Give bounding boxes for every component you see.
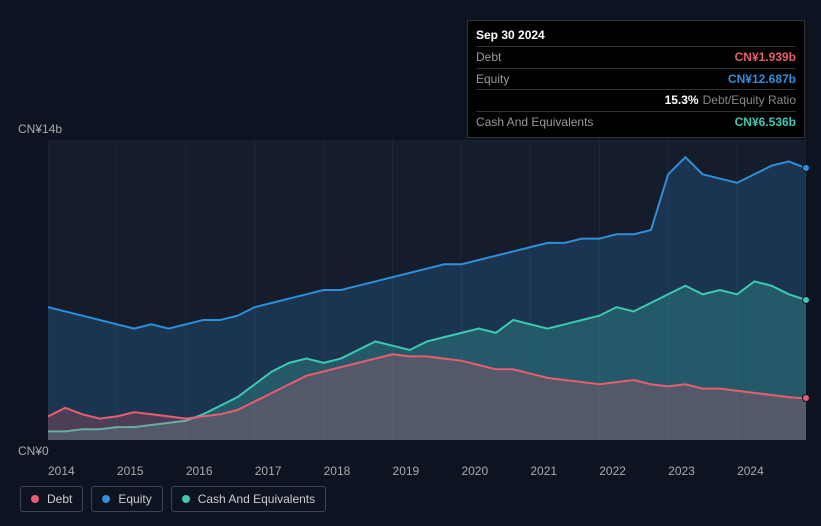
legend-item-equity[interactable]: Equity — [91, 486, 162, 512]
legend-dot-icon — [102, 495, 110, 503]
tooltip-label: Equity — [476, 71, 509, 88]
x-axis-tick: 2016 — [186, 464, 255, 478]
chart-legend: Debt Equity Cash And Equivalents — [20, 486, 326, 512]
chart-plot[interactable] — [48, 140, 806, 440]
legend-label: Cash And Equivalents — [198, 492, 315, 506]
x-axis-tick: 2018 — [324, 464, 393, 478]
x-axis-tick: 2022 — [599, 464, 668, 478]
chart-area: CN¥14b CN¥0 2014201520162017201820192020… — [18, 122, 808, 478]
tooltip-row: 15.3%Debt/Equity Ratio — [476, 90, 796, 112]
legend-item-cash-and-equivalents[interactable]: Cash And Equivalents — [171, 486, 326, 512]
legend-dot-icon — [182, 495, 190, 503]
tooltip-label: Debt — [476, 49, 501, 66]
x-axis-tick: 2014 — [48, 464, 117, 478]
series-end-marker — [802, 164, 810, 172]
y-axis-top-label: CN¥14b — [18, 122, 808, 136]
tooltip-value: CN¥1.939b — [735, 49, 796, 66]
x-axis-tick: 2017 — [255, 464, 324, 478]
x-axis-tick: 2019 — [393, 464, 462, 478]
x-axis-tick: 2015 — [117, 464, 186, 478]
x-axis-tick: 2021 — [530, 464, 599, 478]
legend-label: Equity — [118, 492, 151, 506]
tooltip-row: Equity CN¥12.687b — [476, 69, 796, 91]
x-axis-tick: 2020 — [461, 464, 530, 478]
series-end-marker — [802, 394, 810, 402]
tooltip-value: 15.3%Debt/Equity Ratio — [665, 92, 796, 109]
legend-label: Debt — [47, 492, 72, 506]
y-axis-bottom-label: CN¥0 — [18, 444, 808, 458]
tooltip-date: Sep 30 2024 — [476, 25, 796, 47]
x-axis-tick: 2024 — [737, 464, 806, 478]
legend-item-debt[interactable]: Debt — [20, 486, 83, 512]
tooltip-row: Debt CN¥1.939b — [476, 47, 796, 69]
legend-dot-icon — [31, 495, 39, 503]
chart-tooltip: Sep 30 2024 Debt CN¥1.939b Equity CN¥12.… — [467, 20, 805, 138]
x-axis-tick: 2023 — [668, 464, 737, 478]
series-end-marker — [802, 296, 810, 304]
tooltip-value: CN¥12.687b — [728, 71, 796, 88]
x-axis: 2014201520162017201820192020202120222023… — [48, 464, 806, 478]
